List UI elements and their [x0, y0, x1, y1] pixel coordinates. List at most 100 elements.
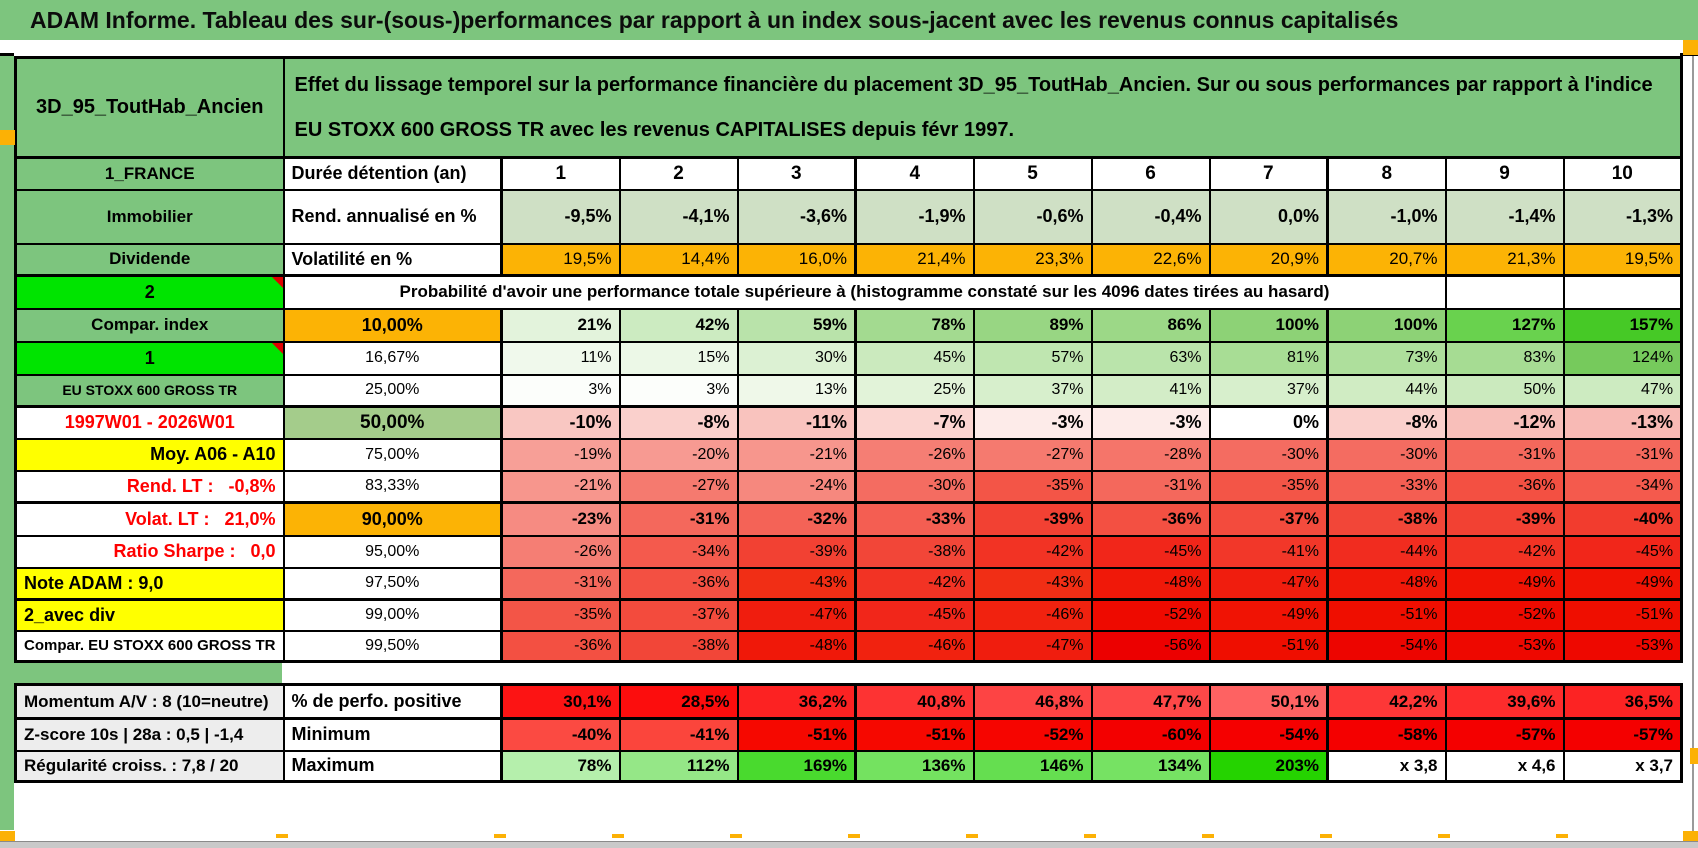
cell[interactable]: -1,4% — [1444, 188, 1565, 245]
cell[interactable]: -42% — [972, 534, 1093, 569]
placement-name[interactable]: 3D_95_ToutHab_Ancien — [14, 56, 285, 159]
cell[interactable]: 21,3% — [1444, 242, 1565, 277]
cell[interactable]: 83% — [1444, 340, 1565, 376]
label-z-score[interactable]: Z-score 10s | 28a : 0,5 | -1,4 — [14, 717, 285, 752]
cell[interactable]: 22,6% — [1090, 242, 1211, 277]
cell[interactable]: -31% — [1444, 437, 1565, 472]
cell[interactable]: -53% — [1444, 629, 1565, 663]
cell[interactable]: -10% — [500, 405, 621, 440]
cell[interactable]: 8 — [1326, 156, 1447, 191]
cell[interactable]: 36,2% — [736, 683, 857, 720]
cell[interactable]: 3% — [500, 373, 621, 408]
cell[interactable]: -36% — [1444, 469, 1565, 504]
cell[interactable]: -0,4% — [1090, 188, 1211, 245]
cell[interactable]: 57% — [972, 340, 1093, 376]
cell[interactable]: 78% — [854, 307, 975, 343]
cell[interactable]: 37% — [1208, 373, 1329, 408]
probabilite-caption[interactable]: Probabilité d'avoir une performance tota… — [282, 274, 1447, 310]
cell[interactable]: -52% — [1444, 598, 1565, 632]
cell[interactable]: -40% — [500, 717, 621, 752]
cell[interactable]: -20% — [618, 437, 739, 472]
cell[interactable]: -7% — [854, 405, 975, 440]
cell[interactable]: 42% — [618, 307, 739, 343]
cell[interactable]: -48% — [1090, 566, 1211, 601]
cell[interactable]: -31% — [1562, 437, 1684, 472]
cell[interactable]: 89% — [972, 307, 1093, 343]
cell[interactable]: 41% — [1090, 373, 1211, 408]
cell[interactable]: -32% — [736, 501, 857, 537]
cell[interactable]: -31% — [618, 501, 739, 537]
cell[interactable]: -53% — [1562, 629, 1684, 663]
cell[interactable]: -43% — [972, 566, 1093, 601]
cell[interactable]: -28% — [1090, 437, 1211, 472]
label-dividende[interactable]: Dividende — [14, 242, 285, 277]
cell[interactable]: 3% — [618, 373, 739, 408]
cell[interactable]: -51% — [736, 717, 857, 752]
cell[interactable]: 50,00% — [282, 405, 503, 440]
label-duration[interactable]: Durée détention (an) — [282, 156, 503, 191]
cell[interactable]: -1,0% — [1326, 188, 1447, 245]
cell[interactable]: -3% — [1090, 405, 1211, 440]
cell[interactable]: 5 — [972, 156, 1093, 191]
cell[interactable]: -48% — [1326, 566, 1447, 601]
cell[interactable]: 99,50% — [282, 629, 503, 663]
cell[interactable]: -36% — [500, 629, 621, 663]
label-minimum[interactable]: Minimum — [282, 717, 503, 752]
cell[interactable]: 23,3% — [972, 242, 1093, 277]
cell[interactable] — [1562, 274, 1684, 310]
cell[interactable]: 100% — [1208, 307, 1329, 343]
cell[interactable]: -21% — [500, 469, 621, 504]
cell[interactable]: 21% — [500, 307, 621, 343]
cell[interactable]: -30% — [1208, 437, 1329, 472]
cell[interactable]: 20,7% — [1326, 242, 1447, 277]
cell[interactable]: 40,8% — [854, 683, 975, 720]
cell[interactable]: 100% — [1326, 307, 1447, 343]
cell[interactable]: -49% — [1562, 566, 1684, 601]
cell[interactable]: -33% — [1326, 469, 1447, 504]
cell[interactable]: -26% — [500, 534, 621, 569]
cell[interactable]: 136% — [854, 749, 975, 783]
label-immobilier[interactable]: Immobilier — [14, 188, 285, 245]
label-rendement[interactable]: Rend. annualisé en % — [282, 188, 503, 245]
cell[interactable]: -49% — [1208, 598, 1329, 632]
cell[interactable]: -36% — [618, 566, 739, 601]
cell[interactable]: -44% — [1326, 534, 1447, 569]
cell[interactable]: 146% — [972, 749, 1093, 783]
cell[interactable]: -31% — [500, 566, 621, 601]
cell[interactable]: 45% — [854, 340, 975, 376]
cell[interactable]: -57% — [1562, 717, 1683, 752]
cell[interactable]: -39% — [972, 501, 1093, 537]
cell[interactable]: 21,4% — [854, 242, 975, 277]
cell[interactable]: 50% — [1444, 373, 1565, 408]
cell[interactable]: -48% — [736, 629, 857, 663]
cell[interactable]: 0,0% — [1208, 188, 1329, 245]
cell[interactable]: 25,00% — [282, 373, 503, 408]
cell[interactable]: -38% — [618, 629, 739, 663]
cell[interactable]: 10,00% — [282, 307, 503, 343]
label-avec-div[interactable]: 2_avec div — [14, 598, 285, 632]
cell[interactable]: -34% — [1562, 469, 1684, 504]
cell[interactable]: -46% — [854, 629, 975, 663]
cell[interactable]: -43% — [736, 566, 857, 601]
label-note-adam[interactable]: Note ADAM : 9,0 — [14, 566, 285, 601]
cell[interactable]: -52% — [972, 717, 1093, 752]
cell[interactable]: x 4,6 — [1444, 749, 1565, 783]
cell[interactable]: -47% — [972, 629, 1093, 663]
cell[interactable]: 36,5% — [1562, 683, 1683, 720]
cell[interactable]: -51% — [854, 717, 975, 752]
cell[interactable]: -3,6% — [736, 188, 857, 245]
label-moyenne[interactable]: Moy. A06 - A10 — [14, 437, 285, 472]
cell[interactable]: -35% — [1208, 469, 1329, 504]
cell[interactable]: 169% — [736, 749, 857, 783]
cell[interactable]: 19,5% — [500, 242, 621, 277]
cell[interactable]: -23% — [500, 501, 621, 537]
cell[interactable]: 127% — [1444, 307, 1565, 343]
cell[interactable]: -4,1% — [618, 188, 739, 245]
cell[interactable]: -51% — [1562, 598, 1684, 632]
cell[interactable]: -38% — [1326, 501, 1447, 537]
table-description[interactable]: Effet du lissage temporel sur la perform… — [282, 56, 1684, 159]
cell[interactable]: -51% — [1326, 598, 1447, 632]
cell[interactable]: 157% — [1562, 307, 1684, 343]
cell[interactable]: 30,1% — [500, 683, 621, 720]
cell[interactable]: 86% — [1090, 307, 1211, 343]
